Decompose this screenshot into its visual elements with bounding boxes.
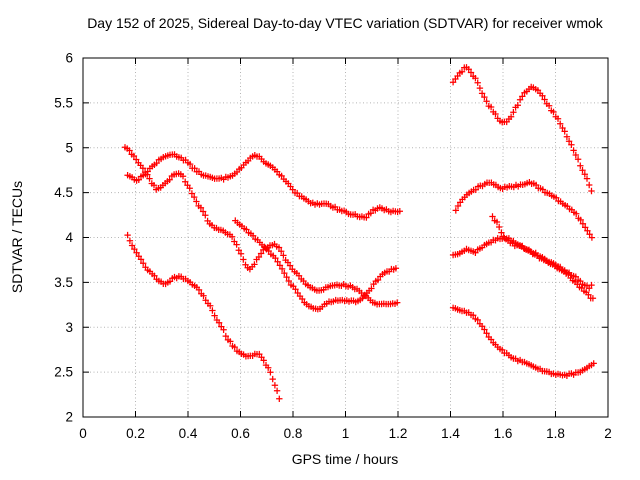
y-tick-label: 4.5	[54, 185, 73, 200]
y-tick-label: 3.5	[54, 275, 73, 290]
series-trace-5-right-top-markers	[449, 64, 595, 195]
y-tick-label: 3	[65, 320, 73, 335]
plot-border	[82, 57, 609, 418]
x-tick-label: 0.6	[231, 426, 250, 441]
series-trace-2-left-second-markers	[121, 144, 401, 308]
x-tick-label: 0.2	[126, 426, 145, 441]
x-tick-label: 0.4	[179, 426, 198, 441]
x-tick-label: 1.2	[389, 426, 408, 441]
series-trace-9-right-low-markers	[449, 304, 597, 379]
chart-title: Day 152 of 2025, Sidereal Day-to-day VTE…	[87, 15, 603, 31]
x-axis-label: GPS time / hours	[291, 451, 399, 467]
x-tick-label: 1.8	[546, 426, 565, 441]
series-trace-4-left-mid-markers	[232, 217, 400, 313]
series-trace-6-right-second-markers	[452, 179, 596, 241]
x-tick-label: 1.6	[494, 426, 513, 441]
series-trace-3-left-low-markers	[124, 231, 283, 402]
y-tick-label: 5.5	[54, 95, 73, 110]
x-tick-label: 0.8	[284, 426, 303, 441]
x-tick-label: 2	[604, 426, 612, 441]
x-tick-label: 1	[342, 426, 350, 441]
y-tick-label: 2	[65, 410, 73, 425]
series-trace-1-left-upper-markers	[124, 151, 403, 221]
y-tick-label: 2.5	[54, 365, 73, 380]
y-tick-label: 4	[65, 230, 73, 245]
y-tick-label: 5	[65, 140, 73, 155]
y-tick-label: 6	[65, 51, 73, 66]
series-trace-8-right-mid-markers	[449, 235, 595, 292]
x-tick-label: 1.4	[441, 426, 460, 441]
x-tick-label: 0	[79, 426, 87, 441]
